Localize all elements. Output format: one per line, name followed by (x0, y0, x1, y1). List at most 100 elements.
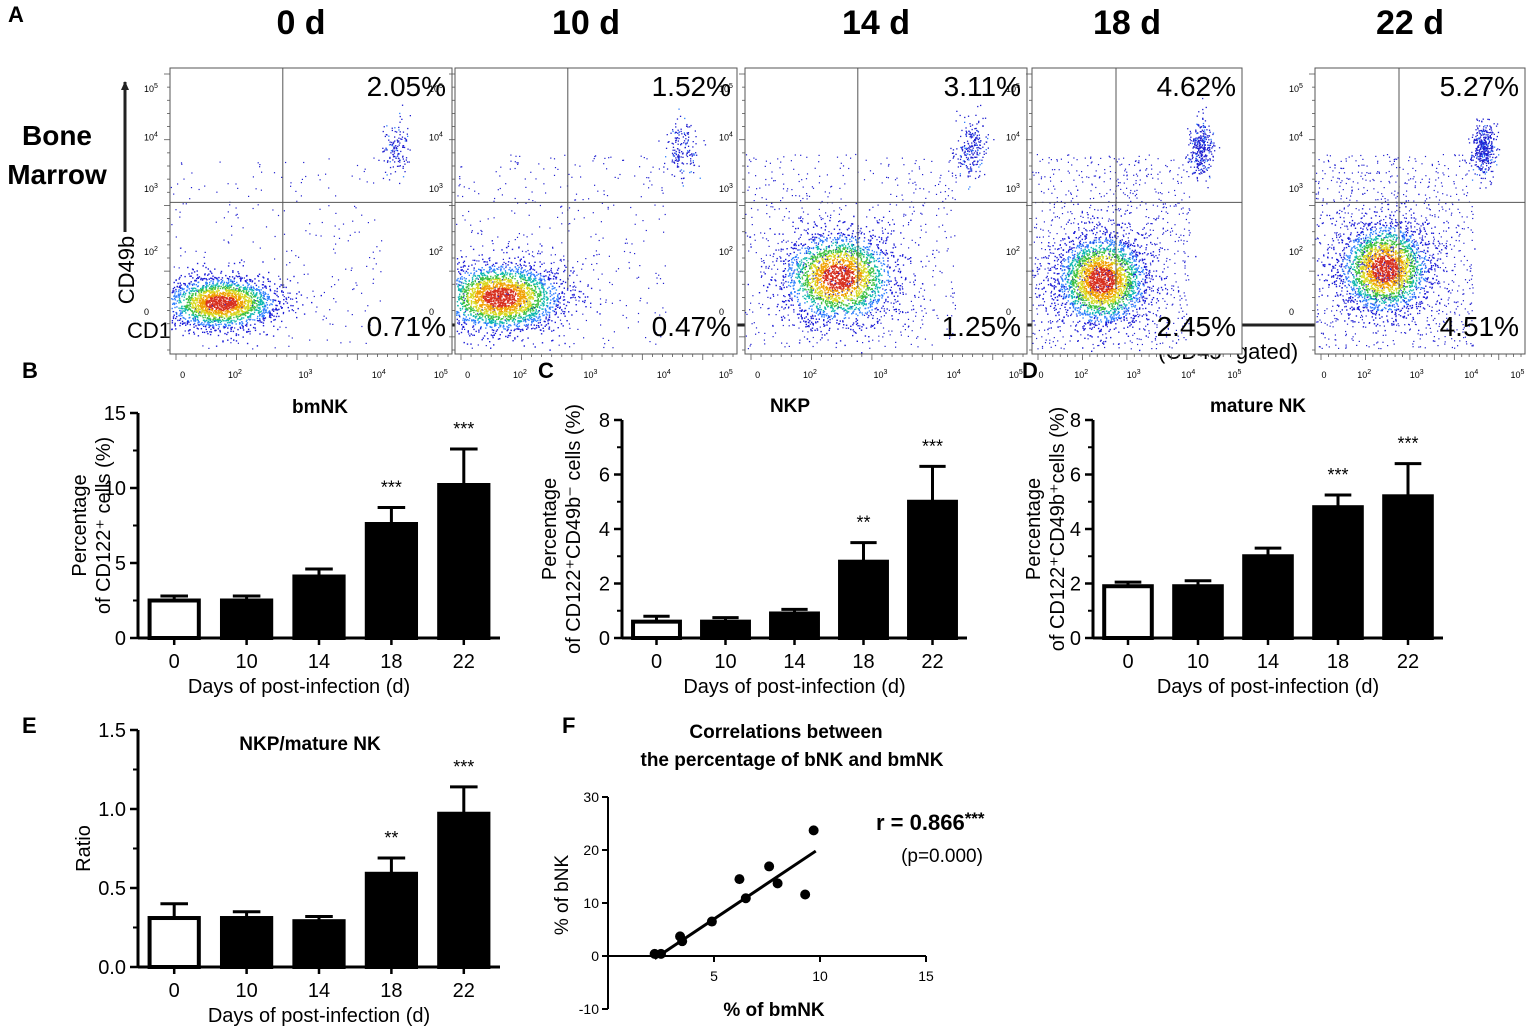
flow-event (490, 297, 492, 299)
flow-event (499, 299, 501, 301)
flow-event (490, 294, 493, 297)
flow-event (390, 152, 392, 154)
flow-event (491, 326, 493, 329)
flow-event (508, 308, 510, 310)
flow-event (181, 308, 183, 310)
flow-event (485, 309, 488, 311)
flow-event (209, 302, 211, 304)
flow-event (205, 296, 207, 298)
flow-event (475, 278, 477, 280)
flow-event (510, 289, 512, 291)
flow-event (473, 292, 475, 294)
flow-event (464, 272, 466, 274)
flow-event (557, 300, 559, 302)
flow-event (235, 311, 237, 314)
flow-event (243, 313, 245, 315)
flow-event (505, 309, 507, 311)
flow-event (188, 291, 190, 294)
flow-event (527, 315, 529, 317)
flow-event (276, 309, 279, 311)
flow-event (512, 290, 514, 292)
flow-event (492, 300, 495, 302)
flow-event (518, 320, 520, 322)
flow-event (201, 322, 203, 324)
flow-event (218, 295, 220, 297)
flow-event (222, 341, 224, 343)
flow-event (523, 293, 526, 295)
flow-event (464, 311, 466, 313)
flow-event (228, 288, 230, 290)
flow-event (537, 317, 539, 320)
flow-event (469, 311, 471, 313)
flow-event (516, 285, 518, 287)
flow-event (492, 276, 494, 279)
flow-event (477, 322, 480, 324)
flow-event (525, 324, 528, 326)
flow-event (497, 299, 499, 301)
flow-event (325, 317, 327, 319)
flow-event (522, 309, 525, 311)
flow-event (215, 320, 217, 322)
flow-event (555, 305, 557, 307)
flow-event (514, 299, 516, 302)
flow-event (223, 295, 226, 297)
flow-event (492, 336, 494, 339)
flow-event (219, 329, 221, 332)
flow-event (477, 314, 479, 316)
flow-event (175, 328, 177, 330)
flow-event (234, 300, 237, 302)
flow-event (509, 315, 512, 317)
flow-event (508, 311, 510, 313)
flow-event (184, 322, 186, 324)
flow-event (465, 278, 467, 280)
flow-event (247, 306, 249, 308)
flow-event (488, 292, 490, 294)
flow-event (476, 296, 478, 298)
flow-event (462, 286, 464, 288)
flow-event (195, 289, 197, 292)
flow-event (204, 273, 206, 275)
flow-event (498, 305, 501, 308)
flow-event (241, 277, 243, 279)
flow-event (345, 268, 347, 270)
flow-event (490, 301, 492, 303)
flow-event (543, 294, 545, 296)
flow-event (196, 301, 198, 304)
flow-event (295, 312, 297, 314)
flow-event (262, 281, 265, 283)
flow-event (248, 299, 250, 301)
flow-event (178, 297, 181, 300)
flow-event (215, 301, 218, 304)
flow-event (487, 316, 490, 319)
flow-event (255, 188, 257, 190)
flow-event (402, 158, 404, 160)
flow-event (221, 287, 224, 289)
flow-event (191, 272, 193, 274)
flow-event (398, 129, 400, 131)
flow-event (525, 297, 527, 300)
flow-event (508, 312, 510, 314)
flow-event (195, 316, 197, 318)
flow-event (180, 274, 182, 277)
flow-event (253, 313, 255, 315)
flow-event (211, 309, 213, 311)
flow-event (503, 289, 505, 292)
flow-event (208, 291, 211, 293)
flow-event (511, 309, 514, 311)
flow-event (218, 312, 220, 315)
flow-event (528, 272, 530, 274)
flow-event (501, 285, 503, 287)
flow-event (406, 133, 408, 135)
flow-event (225, 301, 227, 303)
flow-event (218, 285, 221, 287)
flow-event (503, 268, 505, 270)
flow-event (251, 290, 253, 292)
flow-event (218, 326, 220, 328)
flow-event (462, 300, 465, 302)
flow-event (208, 324, 211, 326)
flow-event (460, 331, 463, 334)
flow-event (463, 288, 466, 290)
flow-event (175, 296, 177, 298)
flow-event (535, 271, 538, 273)
flow-event (491, 318, 493, 320)
